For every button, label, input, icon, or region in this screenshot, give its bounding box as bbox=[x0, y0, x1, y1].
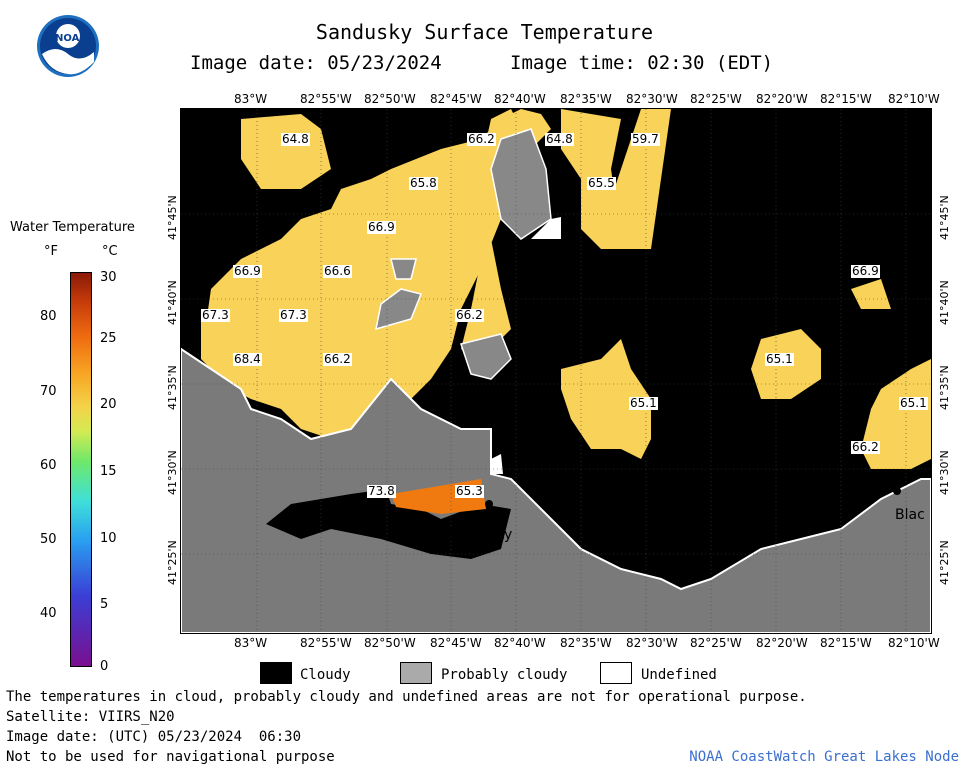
navigation-warning: Not to be used for navigational purpose bbox=[6, 749, 335, 765]
place-label-blac: Blac bbox=[895, 507, 925, 523]
longitude-label-bottom: 82°15'W bbox=[820, 636, 872, 650]
sandusky-marker bbox=[485, 500, 493, 508]
undefined-label: Undefined bbox=[641, 667, 717, 683]
temperature-label: 66.9 bbox=[367, 220, 396, 234]
graticule bbox=[181, 109, 931, 633]
fahrenheit-tick: 50 bbox=[40, 532, 57, 547]
utc-date-label: Image date: (UTC) 05/23/2024 06:30 bbox=[6, 729, 302, 745]
cloudy-label: Cloudy bbox=[300, 667, 351, 683]
cloudy-swatch bbox=[260, 662, 292, 684]
latitude-label-right: 41°35'N bbox=[938, 365, 951, 410]
coastwatch-node-link[interactable]: NOAA CoastWatch Great Lakes Node bbox=[689, 749, 959, 765]
longitude-label-top: 83°W bbox=[234, 92, 268, 106]
sandusky-bay bbox=[266, 489, 511, 559]
temperature-label: 64.8 bbox=[545, 132, 574, 146]
place-label-sandusky: Sandusky bbox=[445, 527, 513, 543]
temperature-label: 66.9 bbox=[233, 264, 262, 278]
satellite-label: Satellite: VIIRS_N20 bbox=[6, 709, 175, 725]
temperature-label: 66.2 bbox=[851, 440, 880, 454]
fahrenheit-tick: 40 bbox=[40, 606, 57, 621]
temperature-label: 65.5 bbox=[587, 176, 616, 190]
longitude-label-top: 82°50'W bbox=[364, 92, 416, 106]
probably-cloudy-swatch bbox=[400, 662, 432, 684]
celsius-tick: 30 bbox=[100, 270, 117, 285]
temperature-label: 66.9 bbox=[851, 264, 880, 278]
longitude-label-bottom: 82°45'W bbox=[430, 636, 482, 650]
celsius-tick: 10 bbox=[100, 531, 117, 546]
latitude-label-left: 41°25'N bbox=[166, 540, 179, 585]
temperature-label: 65.1 bbox=[765, 352, 794, 366]
longitude-label-bottom: 82°25'W bbox=[690, 636, 742, 650]
temperature-label: 66.2 bbox=[455, 308, 484, 322]
celsius-tick: 0 bbox=[100, 659, 109, 674]
temperature-label: 66.2 bbox=[467, 132, 496, 146]
latitude-label-left: 41°35'N bbox=[166, 365, 179, 410]
latitude-label-right: 41°45'N bbox=[938, 195, 951, 240]
undefined-swatch bbox=[600, 662, 632, 684]
latitude-label-right: 41°30'N bbox=[938, 450, 951, 495]
longitude-label-bottom: 83°W bbox=[234, 636, 268, 650]
color-scale-bar bbox=[70, 272, 92, 667]
temperature-label: 67.3 bbox=[279, 308, 308, 322]
latitude-label-left: 41°40'N bbox=[166, 280, 179, 325]
celsius-tick: 25 bbox=[100, 331, 117, 346]
longitude-label-top: 82°35'W bbox=[560, 92, 612, 106]
longitude-label-top: 82°15'W bbox=[820, 92, 872, 106]
land-mass bbox=[181, 347, 931, 633]
temperature-label: 67.3 bbox=[201, 308, 230, 322]
noaa-logo-text: NOAA bbox=[55, 33, 88, 44]
longitude-label-bottom: 82°40'W bbox=[494, 636, 546, 650]
page-title: Sandusky Surface Temperature bbox=[315, 20, 654, 44]
celsius-tick: 20 bbox=[100, 397, 117, 412]
fahrenheit-tick: 60 bbox=[40, 458, 57, 473]
longitude-label-top: 82°55'W bbox=[300, 92, 352, 106]
longitude-label-top: 82°20'W bbox=[756, 92, 808, 106]
longitude-label-bottom: 82°50'W bbox=[364, 636, 416, 650]
temperature-label: 65.8 bbox=[409, 176, 438, 190]
disclaimer-note: The temperatures in cloud, probably clou… bbox=[6, 689, 807, 705]
fahrenheit-tick: 80 bbox=[40, 309, 57, 324]
temperature-label: 65.1 bbox=[629, 396, 658, 410]
celsius-tick: 5 bbox=[100, 597, 109, 612]
temperature-label: 64.8 bbox=[281, 132, 310, 146]
noaa-logo: NOAA bbox=[36, 14, 100, 78]
unit-fahrenheit: °F bbox=[44, 244, 58, 259]
longitude-label-top: 82°30'W bbox=[626, 92, 678, 106]
longitude-label-top: 82°45'W bbox=[430, 92, 482, 106]
longitude-label-bottom: 82°20'W bbox=[756, 636, 808, 650]
celsius-tick: 15 bbox=[100, 464, 117, 479]
longitude-label-top: 82°25'W bbox=[690, 92, 742, 106]
unit-celsius: °C bbox=[102, 244, 118, 259]
east-marker bbox=[893, 487, 901, 495]
temperature-map: 64.8 66.2 64.8 59.7 65.8 65.5 66.9 66.9 66.6 66.9… bbox=[180, 108, 932, 634]
longitude-label-bottom: 82°55'W bbox=[300, 636, 352, 650]
longitude-label-top: 82°10'W bbox=[888, 92, 940, 106]
image-time: Image time: 02:30 (EDT) bbox=[510, 52, 774, 74]
longitude-label-top: 82°40'W bbox=[494, 92, 546, 106]
temperature-label: 68.4 bbox=[233, 352, 262, 366]
temperature-label: 59.7 bbox=[631, 132, 660, 146]
latitude-label-right: 41°25'N bbox=[938, 540, 951, 585]
longitude-label-bottom: 82°35'W bbox=[560, 636, 612, 650]
temperature-label: 73.8 bbox=[367, 484, 396, 498]
temperature-label: 65.3 bbox=[455, 484, 484, 498]
fahrenheit-tick: 70 bbox=[40, 384, 57, 399]
temperature-label: 65.1 bbox=[899, 396, 928, 410]
latitude-label-left: 41°30'N bbox=[166, 450, 179, 495]
probably-cloudy-label: Probably cloudy bbox=[441, 667, 568, 683]
latitude-label-left: 41°45'N bbox=[166, 195, 179, 240]
latitude-label-right: 41°40'N bbox=[938, 280, 951, 325]
temperature-label: 66.2 bbox=[323, 352, 352, 366]
image-date: Image date: 05/23/2024 bbox=[190, 52, 442, 74]
map-canvas bbox=[181, 109, 931, 633]
probably-cloudy-areas bbox=[375, 128, 552, 380]
longitude-label-bottom: 82°30'W bbox=[626, 636, 678, 650]
warm-water-areas bbox=[201, 109, 931, 469]
temperature-label: 66.6 bbox=[323, 264, 352, 278]
longitude-label-bottom: 82°10'W bbox=[888, 636, 940, 650]
legend-title: Water Temperature bbox=[10, 220, 135, 235]
